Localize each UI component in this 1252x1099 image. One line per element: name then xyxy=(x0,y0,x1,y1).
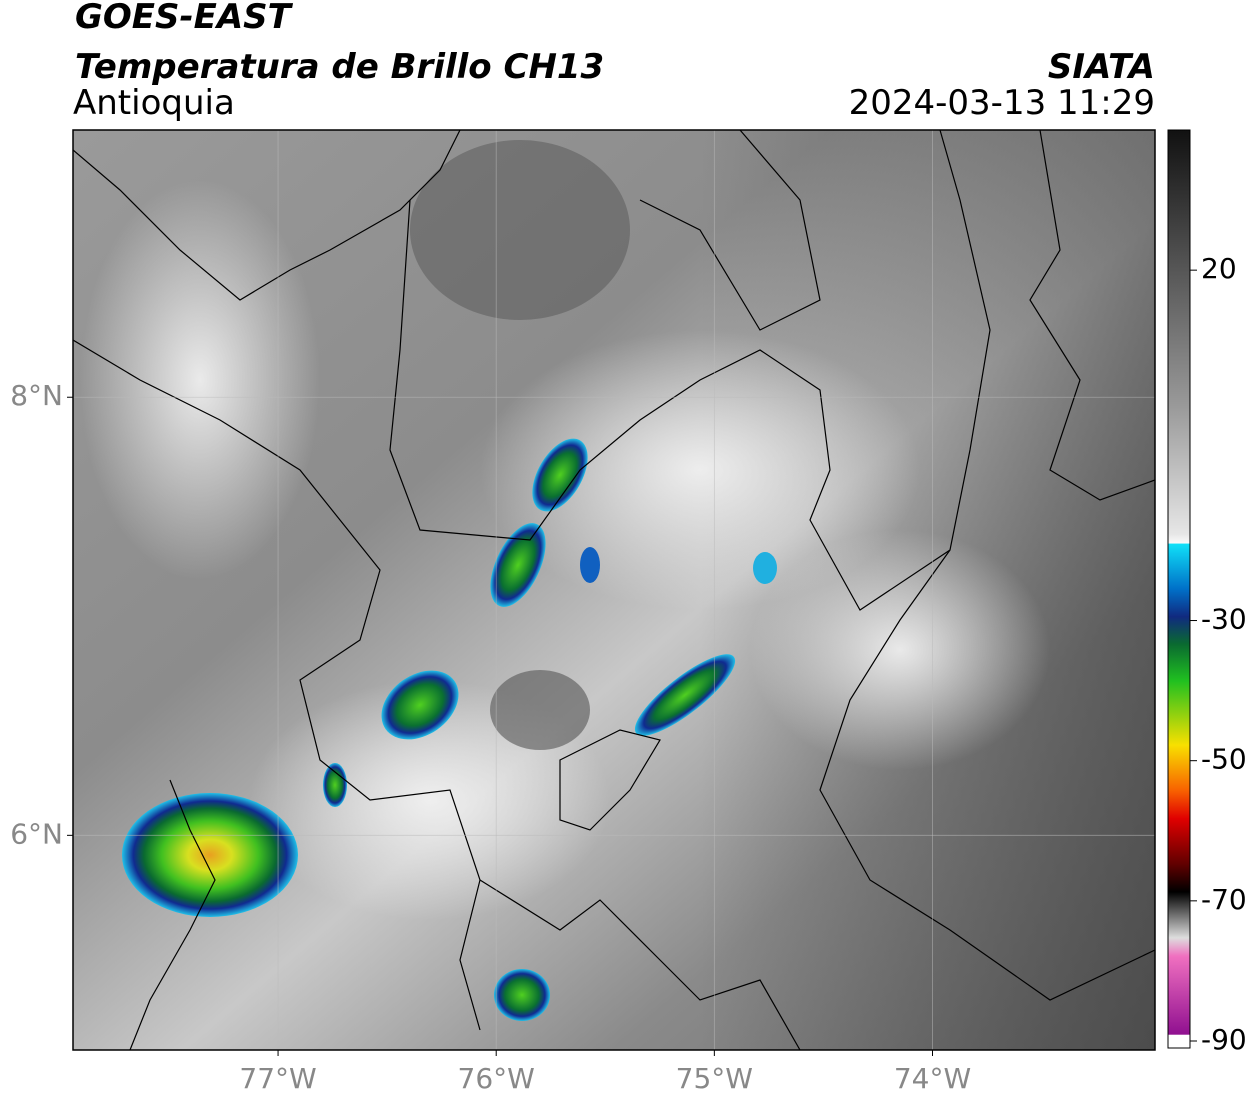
y-tick-label: 8°N xyxy=(10,379,63,412)
region: Antioquia xyxy=(73,83,235,123)
y-tick-label: 6°N xyxy=(10,817,63,850)
x-tick-label: 77°W xyxy=(239,1062,316,1095)
colorbar-label: 20 xyxy=(1201,252,1237,285)
colorbar-label: -90 xyxy=(1201,1023,1247,1056)
map-image xyxy=(73,130,1155,1050)
x-tick-label: 75°W xyxy=(676,1062,753,1095)
x-tick-label: 74°W xyxy=(894,1062,971,1095)
x-tick-label: 76°W xyxy=(458,1062,535,1095)
colorbar-label: -70 xyxy=(1201,883,1247,916)
source: SIATA xyxy=(1048,47,1155,87)
subtitle: Temperatura de Brillo CH13 xyxy=(75,47,604,87)
map-frame xyxy=(72,129,1156,1051)
title: GOES-EAST xyxy=(75,0,294,37)
grid xyxy=(73,130,1155,1050)
colorbar xyxy=(1167,129,1191,1049)
datetime: 2024-03-13 11:29 xyxy=(849,83,1155,123)
colorbar-label: -50 xyxy=(1201,743,1247,776)
colorbar-label: -30 xyxy=(1201,603,1247,636)
